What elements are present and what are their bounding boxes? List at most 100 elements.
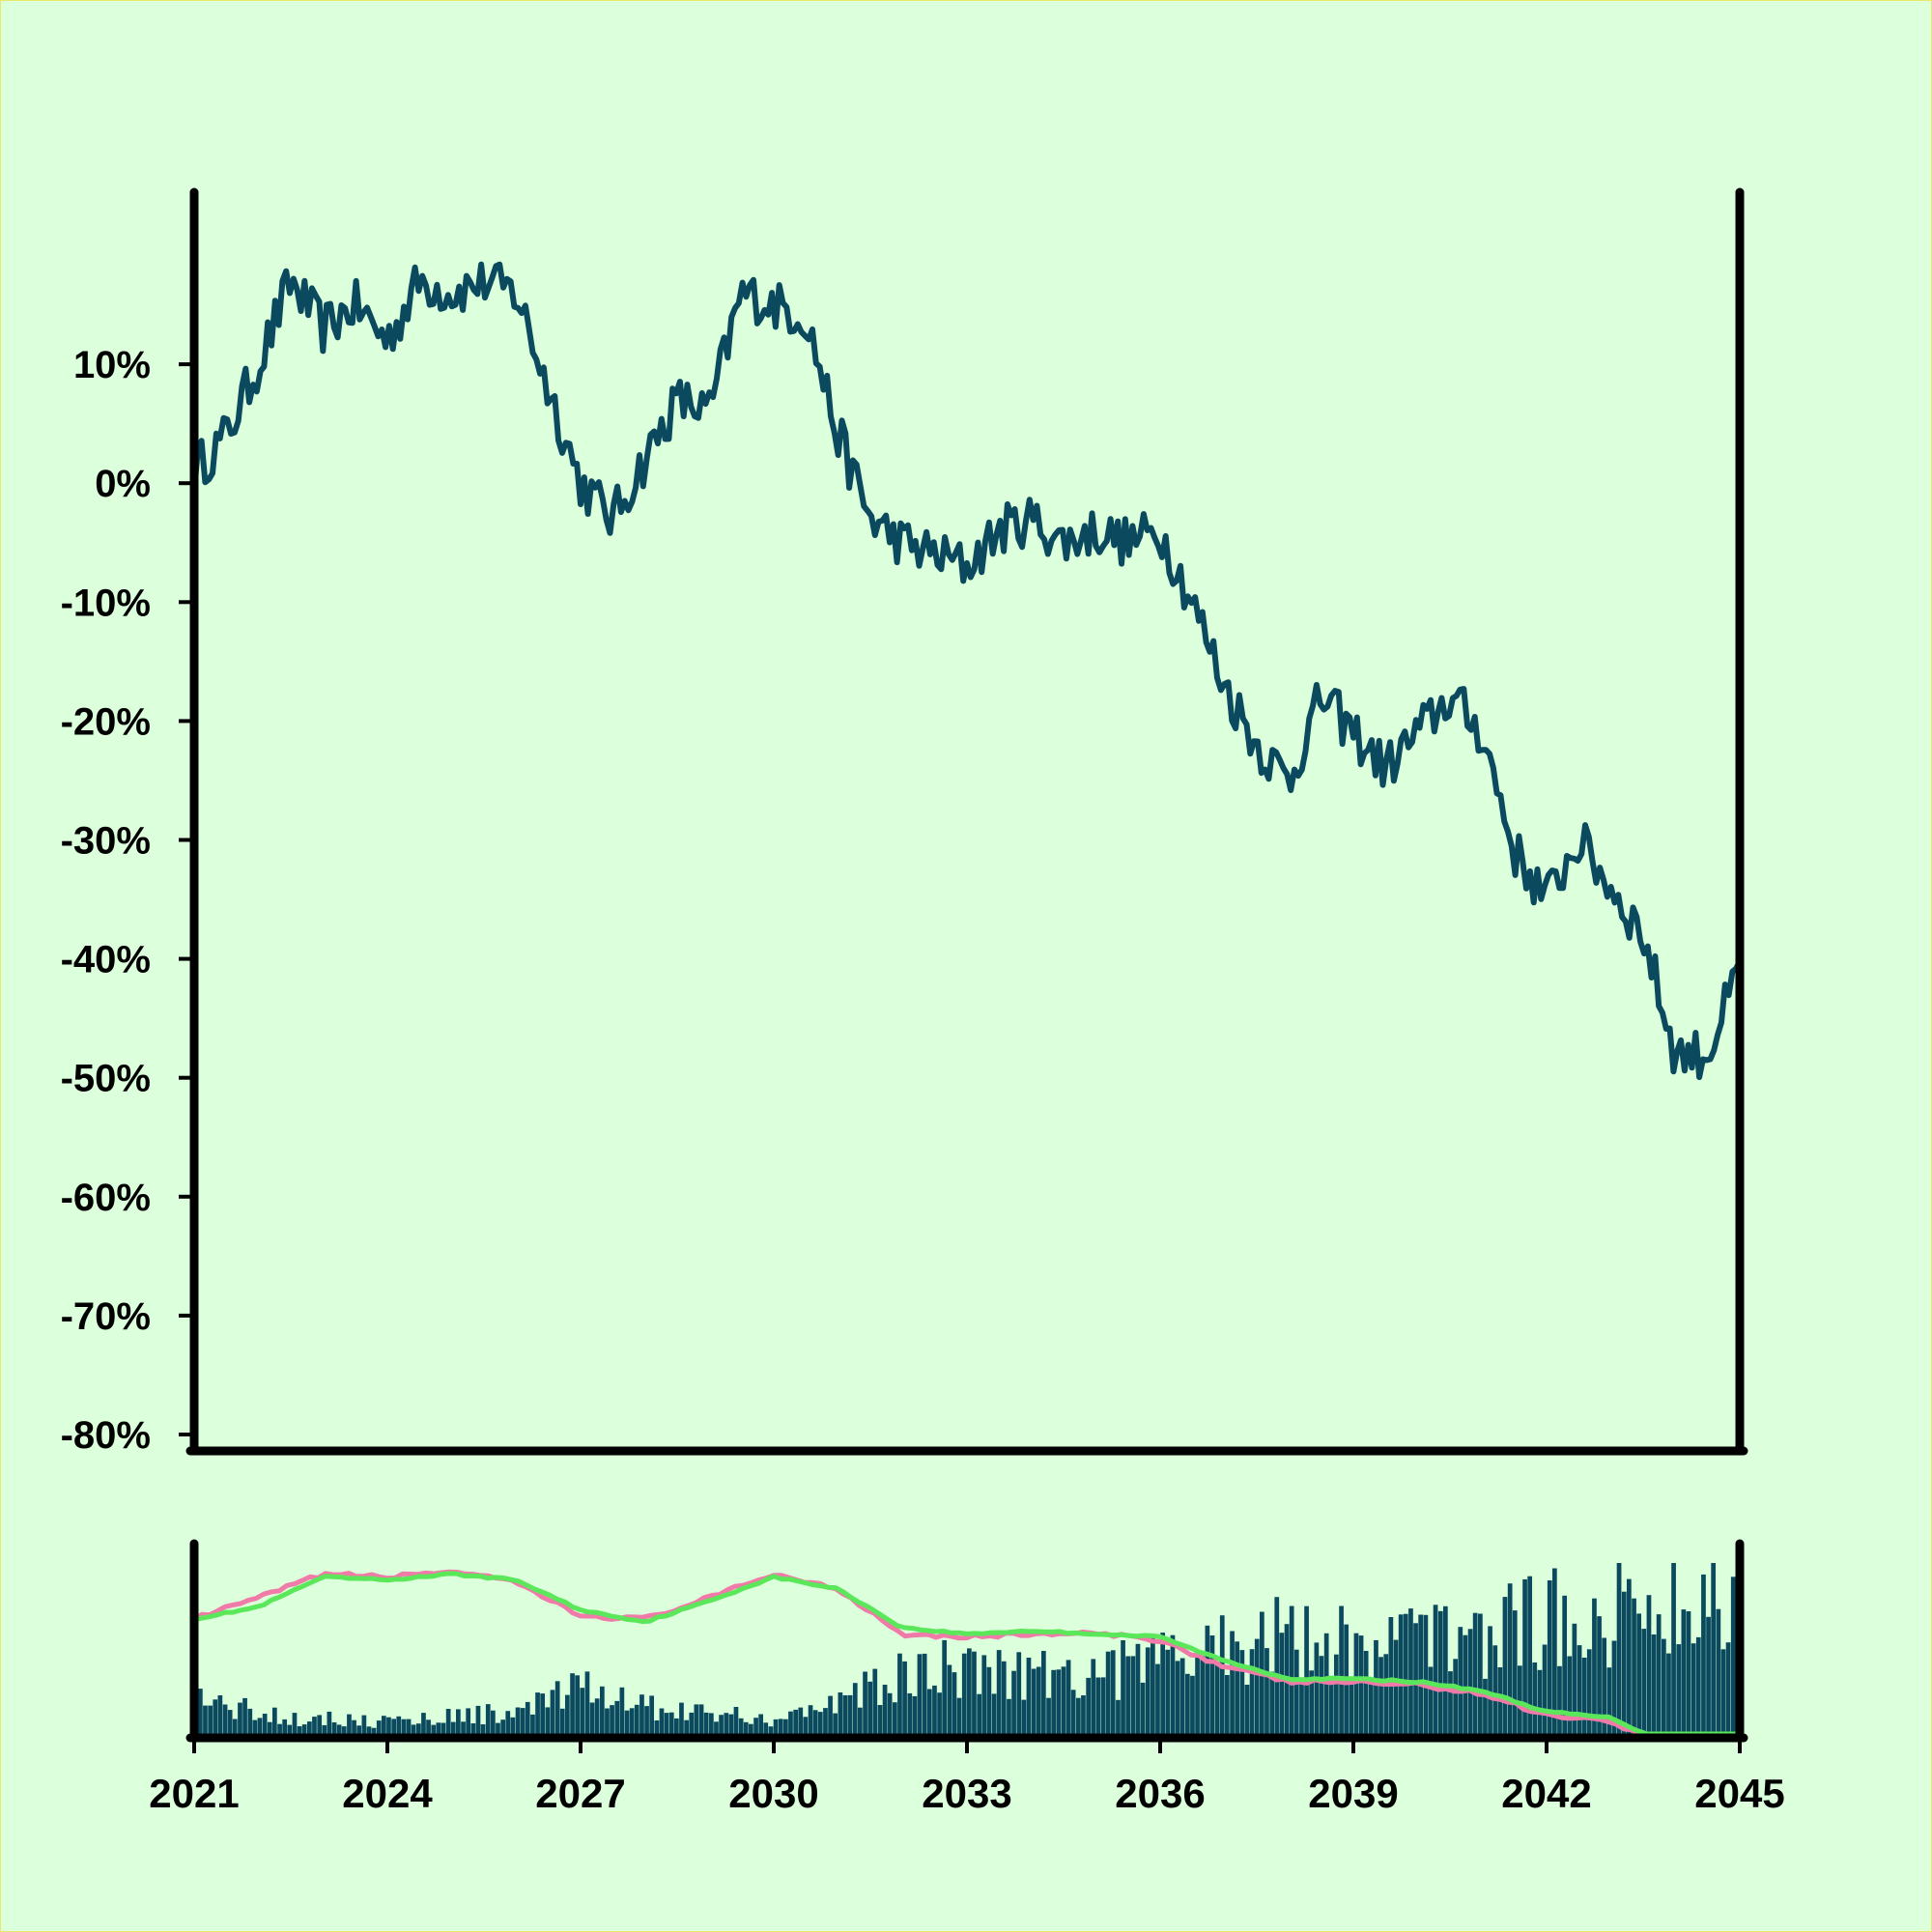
volume-bar (565, 1694, 570, 1738)
volume-bar (1185, 1673, 1190, 1738)
volume-bar (336, 1724, 342, 1738)
volume-bar (812, 1710, 818, 1738)
volume-bar (1547, 1580, 1552, 1738)
volume-bar (470, 1723, 476, 1738)
y-tick-label: -70% (61, 1295, 151, 1338)
volume-bar (624, 1710, 630, 1738)
volume-bar (1497, 1667, 1503, 1738)
volume-bar (252, 1719, 258, 1738)
volume-bar (341, 1726, 347, 1738)
volume-bar (659, 1708, 665, 1738)
volume-bar (961, 1653, 967, 1738)
x-tick-label: 2033 (922, 1771, 1011, 1816)
x-axis-ticks: 2021 2024 2027 2030 2033 2036 2039 2042 2045 (149, 1738, 1785, 1816)
volume-bar (1651, 1634, 1657, 1738)
volume-bar (1179, 1658, 1185, 1738)
volume-bar (644, 1706, 649, 1738)
volume-bar (679, 1702, 684, 1738)
price-line (191, 261, 1743, 1081)
volume-bar (1195, 1656, 1200, 1738)
volume-bar (639, 1694, 644, 1738)
volume-bar (1165, 1649, 1171, 1738)
volume-bar (922, 1653, 927, 1738)
volume-bar (352, 1719, 356, 1738)
volume-bar (1046, 1697, 1051, 1738)
volume-panel: 2021 2024 2027 2030 2033 2036 2039 2042 2045 (149, 1539, 1785, 1816)
volume-bar (376, 1720, 382, 1738)
volume-bar (1269, 1671, 1275, 1738)
volume-bar (1225, 1675, 1230, 1738)
volume-bar (1021, 1699, 1027, 1738)
volume-bar (798, 1707, 804, 1738)
volume-bar (629, 1708, 635, 1738)
volume-bar (277, 1723, 282, 1738)
volume-bar (1076, 1697, 1081, 1738)
volume-bar (952, 1672, 957, 1738)
volume-bar (743, 1721, 749, 1738)
volume-bar (1443, 1605, 1448, 1738)
volume-bar (238, 1702, 242, 1738)
volume-bar (1666, 1653, 1671, 1738)
volume-bar (897, 1653, 902, 1738)
volume-bar (1293, 1649, 1299, 1738)
volume-bar (902, 1661, 907, 1738)
volume-bar (1007, 1698, 1011, 1738)
volume-bar (981, 1655, 987, 1738)
volume-bar (668, 1712, 674, 1738)
volume-bar (1492, 1645, 1498, 1738)
volume-bar (1398, 1614, 1404, 1738)
volume-bar (1483, 1678, 1488, 1738)
volume-bar (297, 1726, 302, 1738)
volume-bar (1716, 1608, 1721, 1738)
volume-bar (1036, 1666, 1041, 1738)
volume-bar (763, 1722, 769, 1738)
volume-bar (436, 1722, 441, 1738)
volume-bar (554, 1681, 560, 1738)
y-tick-label: -60% (61, 1177, 151, 1219)
volume-bar (203, 1705, 208, 1738)
volume-bar (1363, 1651, 1369, 1738)
volume-bar (1437, 1610, 1443, 1738)
volume-bar (322, 1724, 327, 1738)
volume-bar (594, 1698, 600, 1738)
volume-bar (1701, 1574, 1706, 1738)
volume-bar (461, 1721, 466, 1738)
x-tick-label: 2039 (1308, 1771, 1398, 1816)
volume-bar (515, 1707, 521, 1738)
volume-bar (327, 1711, 332, 1738)
volume-bar (977, 1693, 982, 1738)
volume-bar (1453, 1659, 1459, 1738)
volume-bar (416, 1723, 421, 1738)
volume-bar (778, 1719, 783, 1738)
y-tick-label: -50% (61, 1058, 151, 1100)
volume-bar (758, 1714, 764, 1738)
volume-bar (1314, 1642, 1320, 1738)
volume-bar (570, 1673, 575, 1738)
volume-bar (1388, 1617, 1394, 1738)
volume-bar (1522, 1578, 1527, 1738)
volume-bar (589, 1702, 595, 1738)
volume-bar (1662, 1638, 1666, 1738)
volume-bar (1145, 1647, 1151, 1738)
volume-bar (1393, 1639, 1399, 1738)
volume-bar (738, 1718, 744, 1738)
volume-bar (1586, 1649, 1592, 1738)
volume-bar (882, 1685, 888, 1738)
volume-bar (1369, 1683, 1374, 1738)
volume-bar (1105, 1651, 1111, 1738)
volume-bar (1656, 1614, 1662, 1738)
volume-bar (823, 1708, 828, 1738)
volume-bar (1051, 1669, 1057, 1738)
volume-bar (1720, 1649, 1726, 1738)
volume-bar (301, 1724, 307, 1738)
volume-bar (1230, 1631, 1235, 1738)
volume-bar (317, 1715, 323, 1738)
volume-bar (366, 1726, 372, 1738)
volume-bar (450, 1721, 456, 1738)
volume-bar (257, 1718, 263, 1738)
volume-bar (545, 1707, 551, 1738)
volume-bar (1632, 1598, 1636, 1738)
volume-bar (867, 1681, 873, 1738)
volume-bar (356, 1725, 362, 1738)
volume-bar (1219, 1615, 1225, 1738)
